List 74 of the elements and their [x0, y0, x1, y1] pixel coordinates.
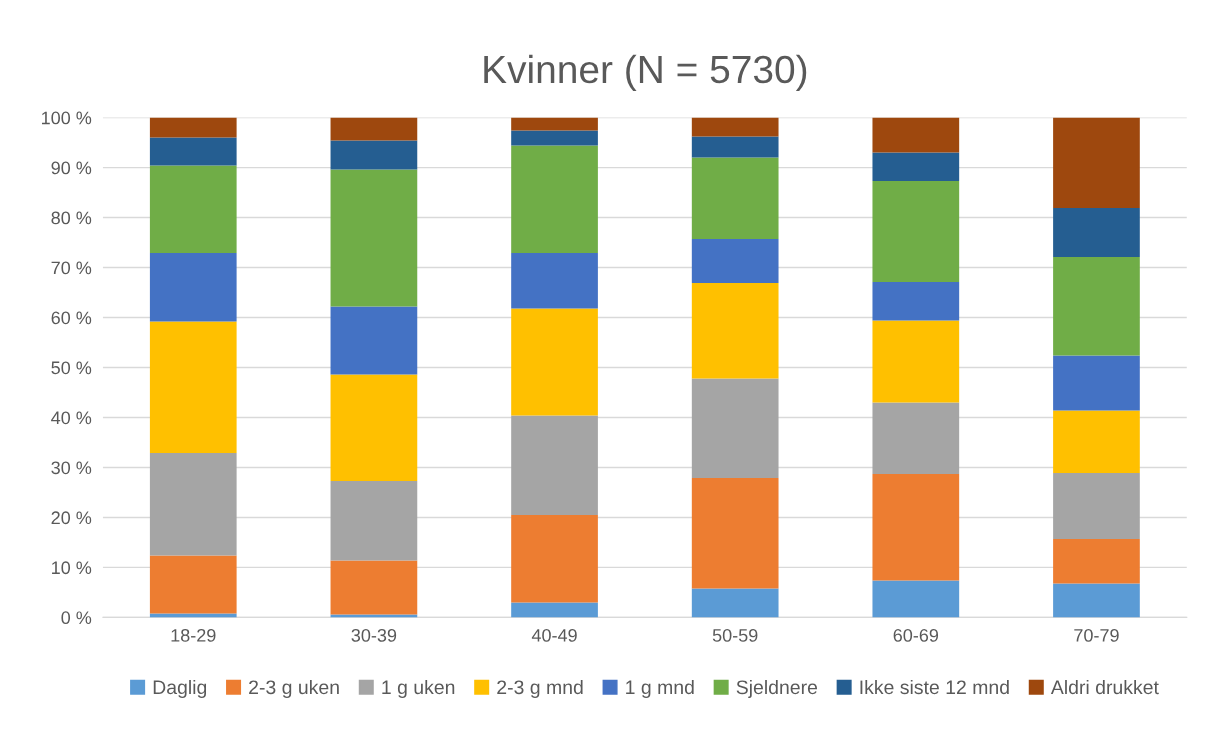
- x-tick-label: 18-29: [171, 628, 216, 642]
- y-tick-label: 70 %: [51, 261, 92, 275]
- bar: [511, 130, 598, 146]
- bar: [511, 602, 598, 618]
- bar: [149, 555, 237, 614]
- bar: [330, 614, 418, 618]
- bar: [691, 378, 779, 478]
- bar: [511, 415, 598, 515]
- bar: [872, 320, 960, 403]
- bar: [872, 282, 960, 321]
- legend-label: Aldri drukket: [1050, 679, 1159, 695]
- legend-label: Daglig: [153, 679, 207, 699]
- y-tick-label: 10 %: [52, 561, 92, 575]
- bar: [149, 117, 237, 138]
- bar: [691, 283, 779, 379]
- bar: [872, 580, 960, 618]
- bar: [1053, 583, 1140, 618]
- bar: [149, 321, 237, 453]
- bar: [1053, 117, 1140, 209]
- bar: [872, 152, 960, 182]
- bar: [1053, 355, 1140, 411]
- y-tick-label: 60 %: [51, 311, 92, 325]
- legend-label: 1 g mnd: [626, 679, 694, 699]
- bar: [872, 181, 960, 283]
- bar: [691, 239, 779, 284]
- legend-label: 2-3 g mnd: [497, 679, 583, 699]
- bar: [691, 588, 779, 618]
- bar: [149, 253, 237, 322]
- bar: [872, 402, 960, 474]
- bar: [330, 374, 418, 481]
- bar: [511, 514, 598, 603]
- x-tick-label: 50-59: [712, 628, 758, 642]
- bar: [1053, 472, 1140, 539]
- y-tick-label: 90 %: [51, 161, 92, 175]
- x-tick-label: 40-49: [531, 628, 577, 642]
- bar: [511, 308, 598, 416]
- y-tick-label: 40 %: [51, 411, 92, 425]
- y-tick-label: 20 %: [51, 511, 92, 525]
- bar: [330, 306, 418, 375]
- y-tick-label: 50 %: [51, 361, 92, 375]
- legend-label: 2-3 g uken: [249, 679, 339, 699]
- bar: [149, 165, 237, 254]
- bar: [1053, 410, 1140, 473]
- bar: [872, 473, 960, 581]
- chart-title: Kvinner (N = 5730): [484, 54, 807, 91]
- bar: [330, 140, 418, 170]
- legend-label: 1 g uken: [382, 679, 455, 699]
- bar: [511, 253, 598, 309]
- bar: [511, 145, 598, 254]
- bar: [691, 117, 779, 137]
- bar: [691, 136, 779, 158]
- bar: [330, 117, 418, 141]
- bar: [691, 157, 779, 240]
- x-tick-label: 60-69: [893, 628, 939, 642]
- bar: [1053, 208, 1140, 258]
- y-tick-label: 0 %: [61, 611, 92, 625]
- y-tick-label: 100 %: [42, 111, 92, 125]
- x-tick-label: 30-39: [351, 628, 397, 642]
- legend-label: Sjeldnere: [736, 679, 818, 699]
- bar: [330, 560, 418, 615]
- y-tick-label: 80 %: [51, 211, 92, 225]
- bar: [1053, 538, 1140, 584]
- bar: [330, 480, 418, 561]
- bar: [149, 613, 237, 618]
- bar: [511, 117, 598, 131]
- bar: [1053, 257, 1140, 356]
- bar: [691, 477, 779, 589]
- bar: [872, 117, 960, 153]
- bar: [149, 452, 237, 556]
- x-tick-label: 70-79: [1074, 628, 1119, 642]
- bar: [149, 137, 237, 166]
- y-tick-label: 30 %: [51, 461, 92, 475]
- bar: [330, 169, 418, 307]
- legend-label: Ikke siste 12 mnd: [860, 679, 1009, 695]
